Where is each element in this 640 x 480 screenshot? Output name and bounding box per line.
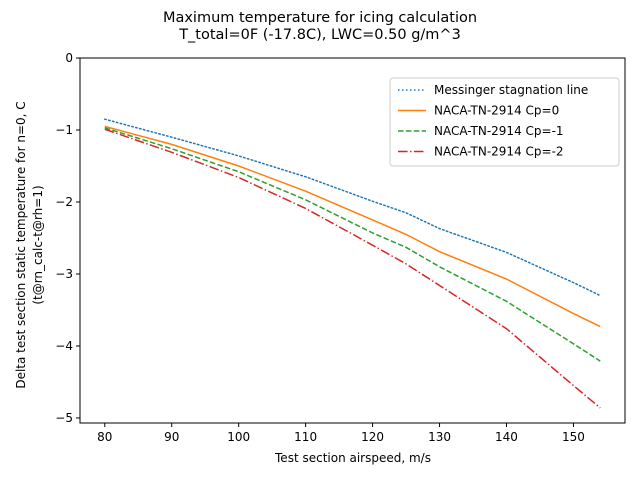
x-axis-ticks: 80 90 100 110 120 130 140 150 (97, 423, 585, 444)
x-tick-label: 120 (361, 430, 384, 444)
legend-box (389, 77, 620, 167)
legend-label-3: NACA-TN-2914 Cp=-1 (434, 124, 564, 138)
series-line-3 (104, 127, 601, 362)
y-tick-label: −4 (55, 339, 73, 353)
x-tick-label: 130 (428, 430, 451, 444)
series-line-2 (104, 125, 601, 328)
x-tick-label: 140 (495, 430, 518, 444)
legend: Messinger stagnation line NACA-TN-2914 Cp… (389, 77, 620, 167)
y-tick-label: −5 (55, 411, 73, 425)
legend-label-4: NACA-TN-2914 Cp=-2 (434, 145, 564, 159)
chart-title-line-2: T_total=0F (-17.8C), LWC=0.50 g/m^3 (178, 27, 461, 43)
y-tick-label: −2 (55, 195, 73, 209)
y-axis-label-line-2: (t@rn_calc-t@rh=1) (31, 185, 45, 304)
x-axis-label: Test section airspeed, m/s (274, 451, 431, 465)
chart-title-line-1: Maximum temperature for icing calculatio… (163, 10, 477, 26)
y-tick-label: −1 (55, 123, 73, 137)
series-line-1 (104, 118, 601, 297)
legend-label-1: Messinger stagnation line (434, 83, 588, 97)
y-tick-label: 0 (65, 51, 73, 65)
plot-area (104, 118, 601, 409)
axes-frame (79, 57, 626, 424)
y-axis-label-line-1: Delta test section static temperature fo… (14, 101, 28, 388)
legend-label-2: NACA-TN-2914 Cp=0 (434, 104, 559, 118)
y-tick-label: −3 (55, 267, 73, 281)
series-line-4 (104, 128, 601, 409)
y-axis-ticks: 0 −1 −2 −3 −4 −5 (55, 51, 80, 425)
x-tick-label: 110 (294, 430, 317, 444)
x-tick-label: 80 (97, 430, 112, 444)
x-tick-label: 150 (562, 430, 585, 444)
x-tick-label: 100 (227, 430, 250, 444)
x-tick-label: 90 (164, 430, 179, 444)
